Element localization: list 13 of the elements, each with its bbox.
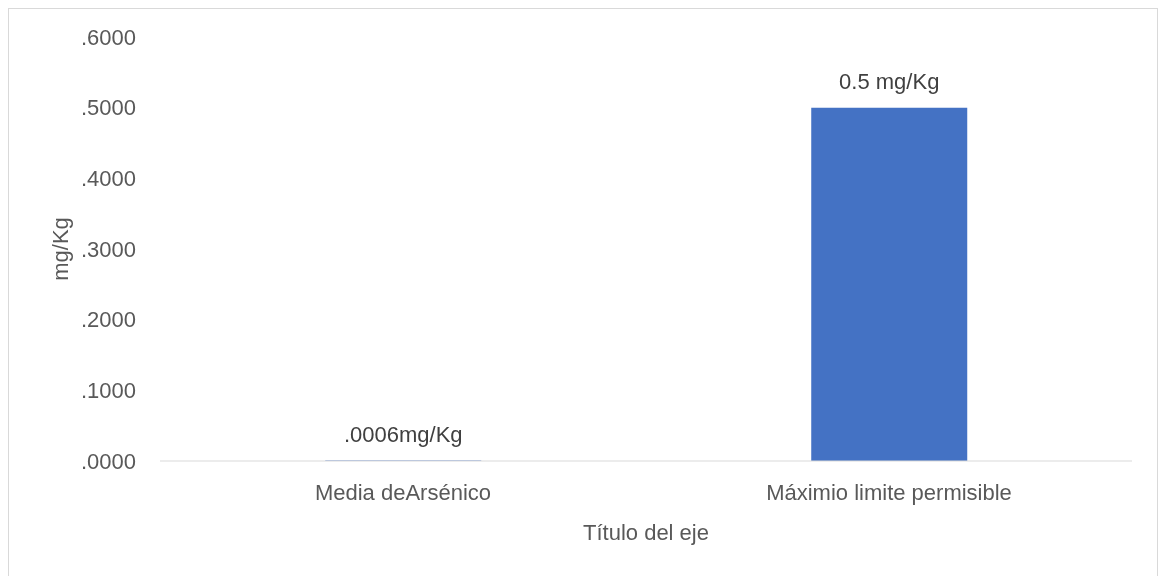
y-tick-label: .0000: [80, 448, 136, 474]
x-axis-title: Título del eje: [583, 520, 709, 545]
y-axis-title: mg/Kg: [47, 217, 73, 281]
y-tick-label: .5000: [80, 95, 136, 121]
y-tick-label: .3000: [80, 236, 136, 262]
y-tick-label: .1000: [80, 378, 136, 404]
y-tick-label: .6000: [80, 24, 136, 50]
y-tick-label: .4000: [80, 166, 136, 192]
y-tick-label: .2000: [80, 307, 136, 333]
x-tick-label: Media deArsénico: [314, 479, 492, 505]
x-tick-label: Máximio limite permisible: [766, 479, 1012, 505]
data-label: 0.5 mg/Kg: [839, 68, 940, 94]
data-label: .0006mg/Kg: [343, 421, 463, 447]
